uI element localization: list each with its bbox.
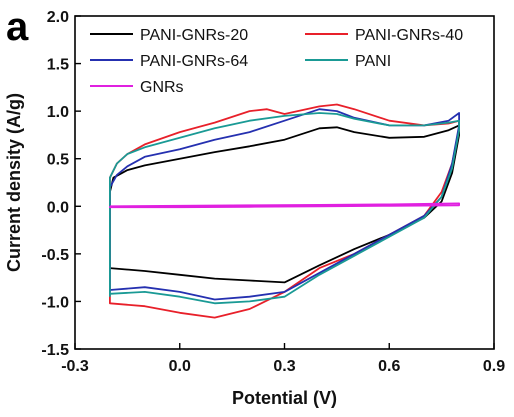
x-tick-label: 0.3 xyxy=(273,358,295,375)
x-tick-label: 0.6 xyxy=(378,358,400,375)
y-tick-label: -0.5 xyxy=(41,247,69,264)
plot-frame xyxy=(74,15,495,350)
legend-label-pani-gnrs-20: PANI-GNRs-20 xyxy=(140,27,248,44)
y-tick-label: 1.5 xyxy=(47,57,69,74)
legend-label-gnrs: GNRs xyxy=(140,79,184,96)
plot-area xyxy=(74,15,495,350)
y-tick-label: -1.5 xyxy=(41,342,69,359)
legend: PANI-GNRs-20 PANI-GNRs-40 PANI-GNRs-64 P… xyxy=(90,27,463,96)
y-tick-label: -1.0 xyxy=(41,294,69,311)
x-axis-label: Potential (V) xyxy=(232,388,337,408)
y-axis-label: Current density (A/g) xyxy=(4,93,24,272)
series-layer xyxy=(109,103,460,319)
series-line-gnrs xyxy=(109,202,460,209)
x-axis-ticks: -0.3 0.0 0.3 0.6 0.9 xyxy=(61,343,505,375)
series-line-pani xyxy=(109,112,460,305)
series-line-pani-gnrs-20 xyxy=(109,124,460,284)
y-tick-label: 0.5 xyxy=(47,152,69,169)
series-line-pani-gnrs-64 xyxy=(109,108,460,301)
legend-label-pani-gnrs-64: PANI-GNRs-64 xyxy=(140,53,248,70)
x-tick-label: 0.9 xyxy=(483,358,505,375)
y-tick-label: 0.0 xyxy=(47,199,69,216)
legend-label-pani: PANI xyxy=(355,53,391,70)
x-tick-label: -0.3 xyxy=(61,358,89,375)
y-tick-label: 2.0 xyxy=(47,9,69,26)
x-tick-label: 0.0 xyxy=(169,358,191,375)
panel-label: a xyxy=(6,5,29,49)
y-axis-ticks: -1.5 -1.0 -0.5 0.0 0.5 1.0 1.5 2.0 xyxy=(41,9,81,359)
legend-label-pani-gnrs-40: PANI-GNRs-40 xyxy=(355,27,463,44)
y-tick-label: 1.0 xyxy=(47,104,69,121)
